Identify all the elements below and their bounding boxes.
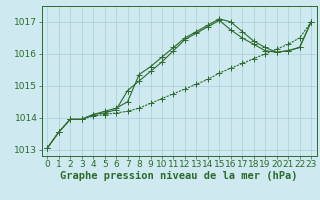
X-axis label: Graphe pression niveau de la mer (hPa): Graphe pression niveau de la mer (hPa) bbox=[60, 171, 298, 181]
